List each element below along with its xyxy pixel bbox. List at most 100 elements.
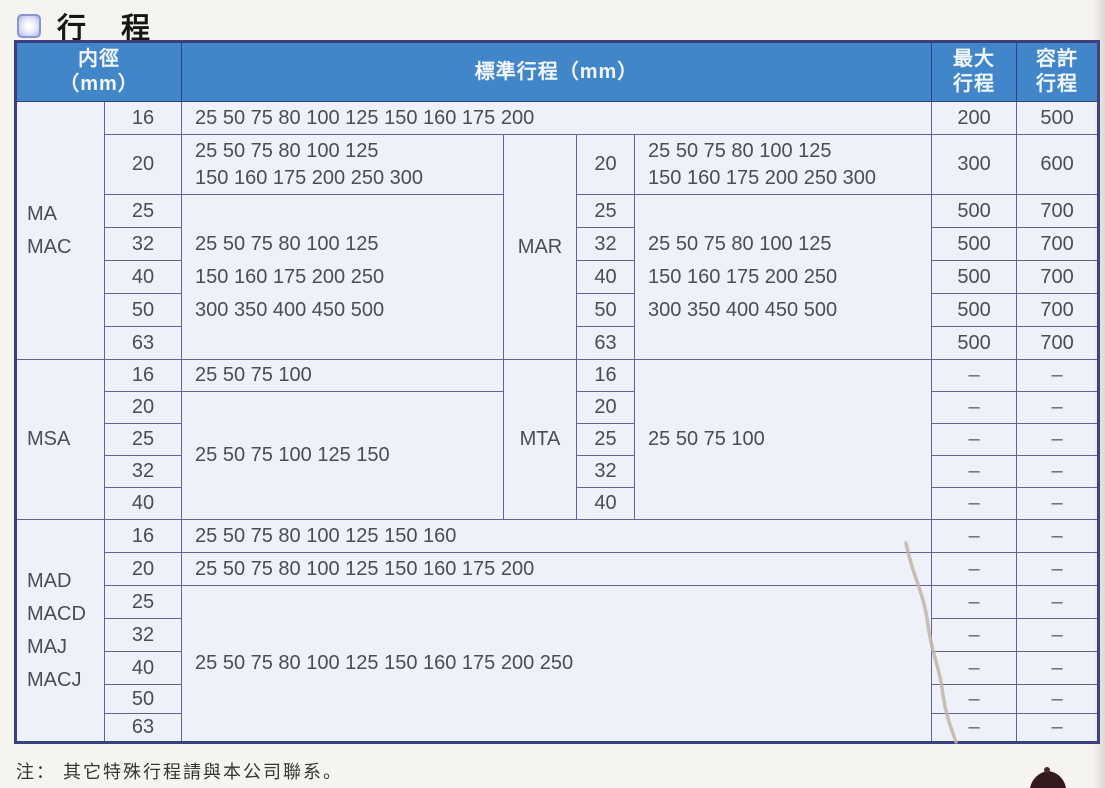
cell-max-stroke: 500 [931,260,1018,294]
cell-max-stroke: – [931,684,1018,714]
cell-allow-stroke: 700 [1016,326,1100,360]
cell-allow-stroke: – [1016,651,1100,685]
series-label-mad-group: MAD MACD MAJ MACJ [15,519,105,743]
series-label-msa: MSA [15,359,105,520]
cell-bore: 32 [576,227,636,261]
cell-allow-stroke: – [1016,618,1100,652]
square-bullet-icon [17,14,41,38]
cell-bore: 16 [103,359,183,392]
table-row: 25 25 50 75 80 100 125 150 160 175 200 2… [16,585,1100,743]
cell-allow-stroke: – [1016,423,1100,456]
series-label-mta: MTA [503,359,578,520]
table-row: 25 25 50 75 80 100 125 150 160 175 200 2… [16,194,1100,360]
section-title-row: 行 程 [17,5,153,47]
cell-max-stroke: – [931,585,1018,619]
cell-max-stroke: 500 [931,194,1018,228]
table-row: MA MAC 16 25 50 75 80 100 125 150 160 17… [15,101,1100,360]
cell-stroke: 25 50 75 80 100 125 150 160 [181,519,933,553]
table-row: 20 25 50 75 80 100 125 150 160 175 200 –… [16,552,1100,586]
page-title: 行 程 [57,13,154,45]
cell-allow-stroke: – [1016,455,1100,488]
cell-max-stroke: – [931,713,1018,743]
cell-bore: 50 [576,293,636,327]
cell-bore: 16 [103,519,183,553]
cell-allow-stroke: – [1016,487,1100,520]
header-allowable-stroke: 容許 行程 [1016,41,1100,102]
cell-bore: 63 [576,326,636,360]
cell-bore: 40 [103,487,183,520]
series-label-ma-mac: MA MAC [15,101,105,360]
cell-allow-stroke: – [1016,585,1100,619]
cell-stroke: 25 50 75 80 100 125 150 160 175 200 250 … [181,134,505,195]
cell-bore: 20 [103,552,183,586]
cell-bore: 32 [103,618,183,652]
table-row: MAD MACD MAJ MACJ 16 25 50 75 80 100 125… [15,519,1100,743]
cell-stroke: 25 50 75 80 100 125 150 160 175 200 250 … [181,194,505,360]
cell-bore: 32 [576,455,636,488]
cell-max-stroke: 500 [931,326,1018,360]
cell-allow-stroke: – [1016,552,1100,586]
cell-bore: 40 [103,651,183,685]
cell-bore: 63 [103,326,183,360]
cell-allow-stroke: 500 [1016,101,1100,135]
cell-allow-stroke: – [1016,391,1100,424]
cell-max-stroke: – [931,618,1018,652]
cell-bore: 40 [103,260,183,294]
cell-max-stroke: 500 [931,227,1018,261]
cell-stroke: 25 50 75 80 100 125 150 160 175 200 [181,101,933,135]
cell-bore: 25 [103,423,183,456]
cell-allow-stroke: 700 [1016,194,1100,228]
table-row: 40 40 500 700 [16,260,1100,294]
cell-bore: 50 [103,684,183,714]
cell-bore: 20 [576,134,636,195]
table-row: 32 32 500 700 [16,227,1100,261]
cell-max-stroke: – [931,359,1018,392]
blob-artifact-nub [1044,767,1050,773]
cell-max-stroke: – [931,519,1018,553]
table-row: 32 – – [16,618,1100,652]
cell-allow-stroke: 600 [1016,134,1100,195]
header-standard-stroke: 標準行程（mm） [181,41,933,102]
cell-stroke: 25 50 75 80 100 125 150 160 175 200 250 [181,585,933,743]
table-row: 20 25 50 75 80 100 125 150 160 175 200 2… [16,134,1100,360]
cell-max-stroke: – [931,651,1018,685]
cell-bore: 25 [576,194,636,228]
header-max-stroke: 最大 行程 [931,41,1018,102]
cell-max-stroke: – [931,423,1018,456]
cell-bore: 25 [103,194,183,228]
cell-bore: 63 [103,713,183,743]
cell-bore: 40 [576,487,636,520]
table-header-row: 内徑 （mm） 標準行程（mm） 最大 行程 容許 行程 [14,41,1100,102]
cell-max-stroke: 200 [931,101,1018,135]
cell-stroke: 25 50 75 100 [181,359,505,392]
cell-bore: 25 [103,585,183,619]
cell-allow-stroke: 700 [1016,227,1100,261]
cell-max-stroke: 300 [931,134,1018,195]
table-row: 25 25 – – [16,423,1100,456]
stroke-table: 内徑 （mm） 標準行程（mm） 最大 行程 容許 行程 MA MAC 16 2… [14,40,1101,744]
cell-stroke: 25 50 75 100 125 150 [181,391,505,520]
cell-max-stroke: 500 [931,293,1018,327]
cell-bore: 20 [576,391,636,424]
cell-stroke: 25 50 75 80 100 125 150 160 175 200 [181,552,933,586]
cell-allow-stroke: – [1016,359,1100,392]
cell-max-stroke: – [931,487,1018,520]
cell-allow-stroke: – [1016,684,1100,714]
cell-max-stroke: – [931,552,1018,586]
cell-stroke: 25 50 75 80 100 125 150 160 175 200 250 … [634,194,933,360]
blob-artifact [1030,771,1066,788]
table-row: 63 63 500 700 [16,326,1100,360]
cell-allow-stroke: 700 [1016,293,1100,327]
cell-bore: 32 [103,227,183,261]
series-label-mar: MAR [503,134,578,360]
cell-bore: 16 [576,359,636,392]
cell-allow-stroke: – [1016,519,1100,553]
cell-max-stroke: – [931,455,1018,488]
cell-bore: 20 [103,391,183,424]
cell-bore: 50 [103,293,183,327]
table-row: MSA 16 25 50 75 100 MTA 16 25 50 75 100 … [15,359,1100,520]
cell-stroke: 25 50 75 100 [634,359,933,520]
table-row: 20 25 50 75 100 125 150 20 – – [16,391,1100,520]
cell-allow-stroke: – [1016,713,1100,743]
